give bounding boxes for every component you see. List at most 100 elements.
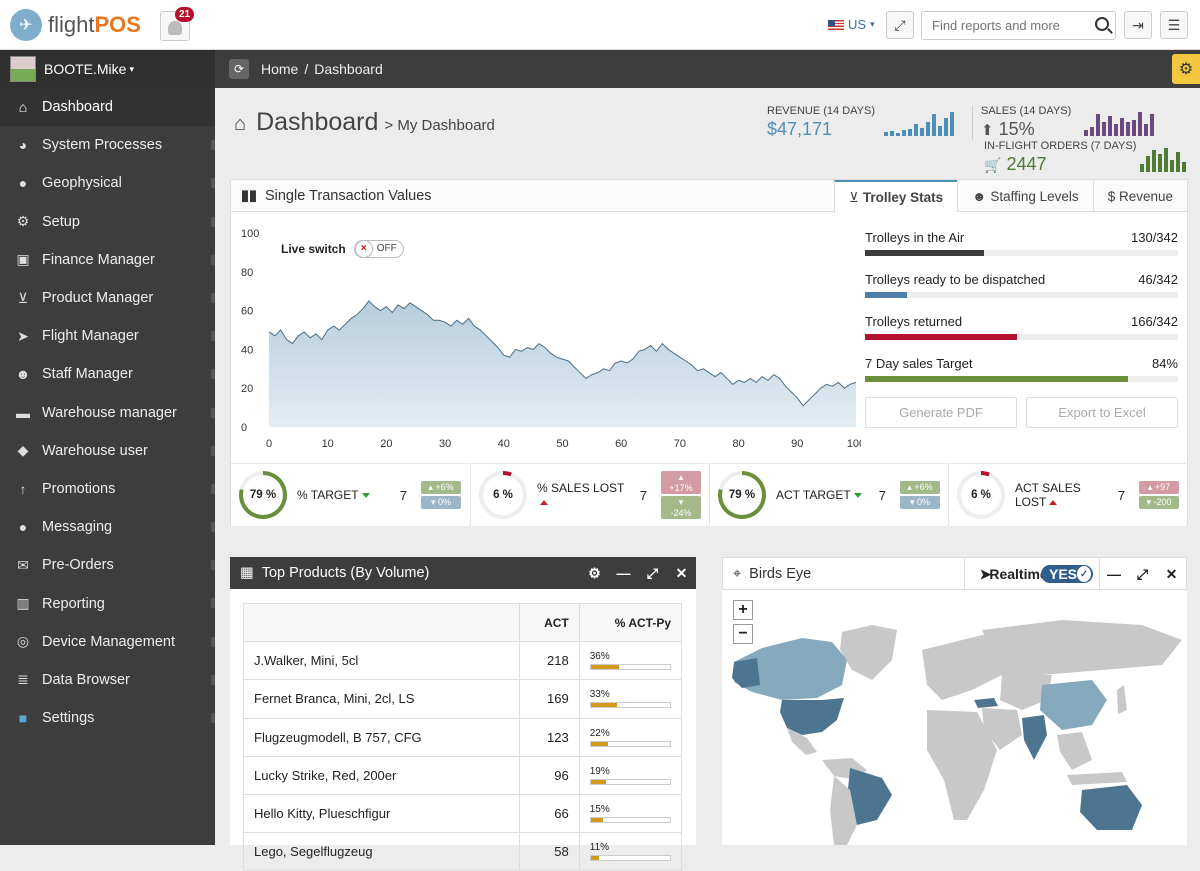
trolley-stat: Trolleys returned 166/342 xyxy=(865,314,1178,340)
map-australia xyxy=(1080,785,1142,830)
sidebar-item-staff-manager[interactable]: ☻ Staff Manager xyxy=(0,355,215,393)
table-row[interactable]: J.Walker, Mini, 5cl 218 36% xyxy=(243,641,683,681)
fullscreen-button[interactable]: ⤢ xyxy=(886,11,914,39)
col-act-header: ACT xyxy=(518,602,580,643)
world-map-svg xyxy=(732,620,1182,845)
avatar xyxy=(10,56,36,82)
spark-bar xyxy=(1146,156,1150,172)
sidebar-item-finance-manager[interactable]: ▣ Finance Manager xyxy=(0,241,215,279)
page-title-text: Dashboard xyxy=(256,108,379,136)
kpi-sales: SALES (14 DAYS) ⬆ 15% xyxy=(981,105,1071,140)
stat-value: 84% xyxy=(1151,356,1178,371)
settings-button[interactable]: ⚙ xyxy=(1172,54,1200,84)
minimize-icon[interactable]: — xyxy=(616,565,631,581)
zoom-in-button[interactable]: + xyxy=(733,600,753,620)
collapse-indicator xyxy=(211,522,215,533)
sidebar-item-messaging[interactable]: ● Messaging xyxy=(0,508,215,546)
top-bar: ✈ flightPOS 21 US ▾ ⤢ ⇥ ☰ xyxy=(0,0,1200,50)
expand-icon[interactable]: ⤢ xyxy=(646,564,659,581)
logout-button[interactable]: ⇥ xyxy=(1124,11,1152,39)
user-menu[interactable]: BOOTE.Mike ▾ xyxy=(0,50,215,88)
hamburger-icon: ☰ xyxy=(1167,16,1181,33)
gear-icon[interactable]: ⚙ xyxy=(588,564,601,581)
sidebar-item-label: Product Manager xyxy=(42,290,154,307)
sidebar-item-promotions[interactable]: ↑ Promotions xyxy=(0,470,215,508)
sidebar-item-warehouse-user[interactable]: ◆ Warehouse user xyxy=(0,432,215,470)
product-act: 66 xyxy=(518,793,580,834)
menu-button[interactable]: ☰ xyxy=(1160,11,1188,39)
sidebar-item-device-management[interactable]: ◎ Device Management xyxy=(0,623,215,661)
mini-stat-label: % TARGET xyxy=(297,488,359,502)
table-row[interactable]: Lucky Strike, Red, 200er 96 19% xyxy=(243,755,683,795)
sidebar-item-dashboard[interactable]: ⌂ Dashboard xyxy=(0,88,215,127)
kpi-divider xyxy=(972,106,973,140)
close-icon[interactable]: ✕ xyxy=(675,564,688,581)
refresh-button[interactable]: ⟳ xyxy=(229,59,249,79)
sidebar-item-data-browser[interactable]: ≣ Data Browser xyxy=(0,661,215,699)
live-toggle[interactable]: × OFF xyxy=(353,240,404,258)
world-map[interactable]: + − xyxy=(722,590,1187,845)
ring-value: 79 % xyxy=(722,475,762,515)
sidebar-item-reporting[interactable]: ▥ Reporting xyxy=(0,584,215,622)
spark-bar xyxy=(890,131,894,136)
col-name-header xyxy=(243,602,520,643)
generate-pdf-button[interactable]: Generate PDF xyxy=(865,397,1017,428)
map-alaska xyxy=(732,658,760,688)
tab-staffing-levels[interactable]: ☻ Staffing Levels xyxy=(957,180,1093,212)
progress-ring: 6 % xyxy=(479,471,527,519)
table-row[interactable]: Hello Kitty, Plueschfigur 66 15% xyxy=(243,793,683,834)
table-row[interactable]: Fernet Branca, Mini, 2cl, LS 169 33% xyxy=(243,679,683,719)
sidebar-item-geophysical[interactable]: ● Geophysical xyxy=(0,164,215,202)
live-switch: Live switch × OFF xyxy=(281,240,404,258)
realtime-toggle[interactable]: YES ✓ xyxy=(1041,565,1093,583)
close-icon[interactable]: ✕ xyxy=(1165,565,1178,582)
breadcrumb-separator: / xyxy=(304,61,309,77)
revenue-sparkline xyxy=(884,110,954,136)
product-act: 169 xyxy=(518,679,580,719)
tab-label: $ Revenue xyxy=(1107,188,1173,204)
search-input[interactable] xyxy=(922,12,1082,39)
map-africa xyxy=(927,710,997,820)
tab-trolley-stats[interactable]: ⊻ Trolley Stats xyxy=(833,180,958,213)
export-excel-button[interactable]: Export to Excel xyxy=(1026,397,1178,428)
expand-icon[interactable]: ⤢ xyxy=(1136,565,1149,582)
top-products-header: ▦ Top Products (By Volume) ⚙ — ⤢ ✕ xyxy=(230,557,696,589)
delta-pill: ▾ -24% xyxy=(661,496,701,519)
table-row[interactable]: Flugzeugmodell, B 757, CFG 123 22% xyxy=(243,717,683,757)
locale-dropdown[interactable]: US ▾ xyxy=(828,17,875,32)
us-flag-icon xyxy=(828,19,844,30)
minimize-icon[interactable]: — xyxy=(1099,558,1128,590)
panel-title: Single Transaction Values xyxy=(264,187,432,204)
area-chart: 0 20 40 60 80 100 0 10 20 30 40 50 60 70 80 90 100 xyxy=(241,228,861,450)
gamepad-icon: ◎ xyxy=(16,633,30,650)
gears-icon: ⚙ xyxy=(16,213,30,230)
pct-bar-fill xyxy=(590,741,609,746)
table-row[interactable]: Lego, Segelflugzeug 58 11% xyxy=(243,832,683,871)
mini-stat: 6 % ACT SALES LOST 7 ▴ +97 ▾ -200 xyxy=(948,463,1186,526)
kpi-sales-value: 15% xyxy=(998,119,1035,139)
tab-revenue[interactable]: $ Revenue xyxy=(1092,180,1187,212)
breadcrumb-home[interactable]: Home xyxy=(261,61,299,77)
delta-pill: ▴ +6% xyxy=(421,481,461,494)
sidebar-item-setup[interactable]: ⚙ Setup xyxy=(0,203,215,241)
trolley-stat: Trolleys in the Air 130/342 xyxy=(865,230,1178,256)
notification-count: 21 xyxy=(175,7,195,22)
notifications-button[interactable]: 21 xyxy=(160,7,195,41)
sidebar-item-settings[interactable]: ■ Settings xyxy=(0,699,215,737)
sidebar-item-warehouse-manager[interactable]: ▬ Warehouse manager xyxy=(0,394,215,432)
logo[interactable]: ✈ flightPOS xyxy=(10,9,141,41)
collapse-indicator xyxy=(211,254,215,265)
pct-bar xyxy=(589,855,671,862)
sidebar-item-product-manager[interactable]: ⊻ Product Manager xyxy=(0,279,215,317)
sidebar-item-pre-orders[interactable]: ✉ Pre-Orders xyxy=(0,546,215,584)
zoom-out-button[interactable]: − xyxy=(733,624,753,644)
delta-pill: ▴ +6% xyxy=(900,481,940,494)
progress-bar xyxy=(865,334,1178,340)
spark-bar xyxy=(1114,124,1118,136)
sidebar-item-system-processes[interactable]: ◕ System Processes xyxy=(0,126,215,164)
mini-stat-number: 7 xyxy=(639,487,647,503)
product-act: 218 xyxy=(518,641,580,681)
sidebar-item-flight-manager[interactable]: ➤ Flight Manager xyxy=(0,317,215,355)
search-icon[interactable] xyxy=(1095,17,1109,31)
pct-bar xyxy=(589,778,671,785)
